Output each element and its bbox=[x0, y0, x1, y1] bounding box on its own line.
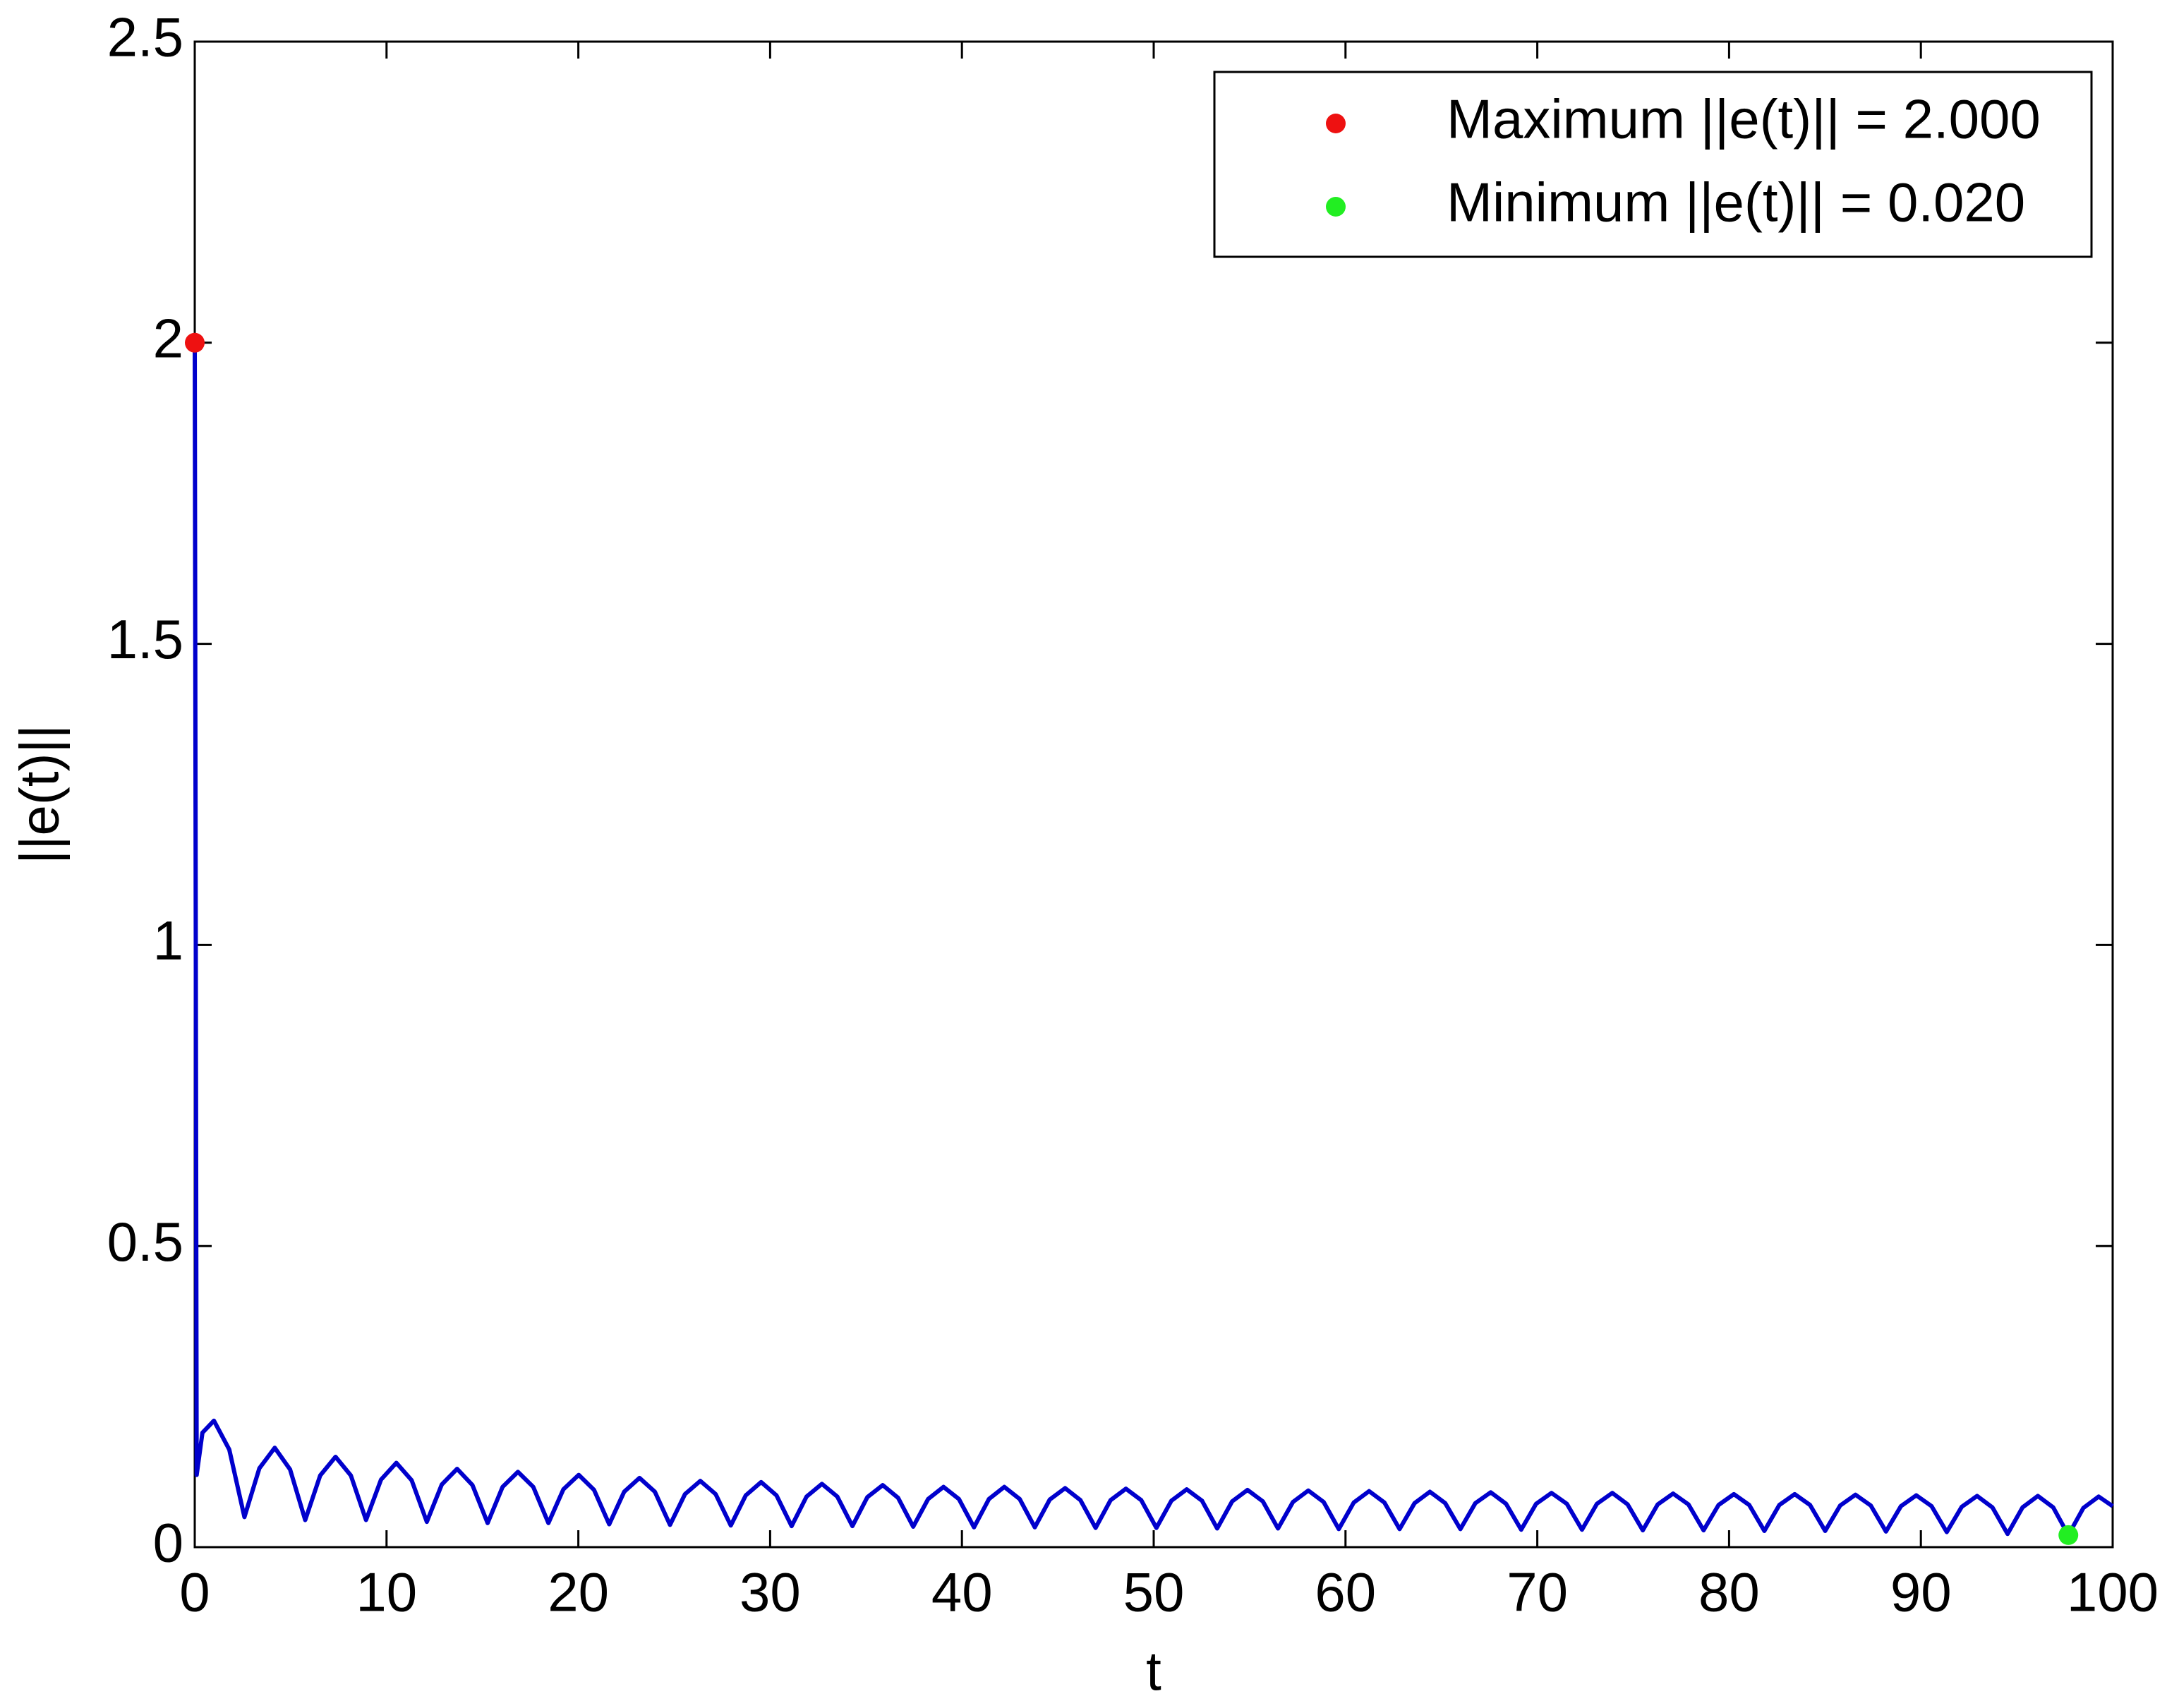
x-tick-label: 10 bbox=[356, 1561, 417, 1623]
legend-marker bbox=[1326, 197, 1346, 217]
x-tick-label: 70 bbox=[1507, 1561, 1568, 1623]
y-tick-label: 2 bbox=[153, 307, 183, 369]
legend-marker bbox=[1326, 114, 1346, 133]
y-tick-label: 2.5 bbox=[107, 6, 183, 68]
x-tick-label: 80 bbox=[1698, 1561, 1760, 1623]
y-axis-label: ||e(t)|| bbox=[8, 725, 71, 864]
x-tick-label: 90 bbox=[1890, 1561, 1952, 1623]
legend-label: Maximum ||e(t)|| = 2.000 bbox=[1447, 88, 2041, 150]
x-axis-label: t bbox=[1146, 1640, 1161, 1702]
x-tick-label: 60 bbox=[1315, 1561, 1376, 1623]
plot-area bbox=[193, 40, 2114, 1549]
x-tick-label: 40 bbox=[931, 1561, 993, 1623]
data-line bbox=[193, 342, 2114, 1537]
x-tick-label: 50 bbox=[1123, 1561, 1185, 1623]
x-tick-label: 0 bbox=[179, 1561, 210, 1623]
legend-label: Minimum ||e(t)|| = 0.020 bbox=[1447, 171, 2025, 234]
x-tick-label: 30 bbox=[740, 1561, 801, 1623]
y-tick-label: 0 bbox=[153, 1512, 183, 1574]
data-marker bbox=[185, 332, 205, 353]
y-tick-label: 1 bbox=[153, 909, 183, 971]
data-marker bbox=[2058, 1525, 2079, 1545]
x-tick-label: 20 bbox=[548, 1561, 609, 1623]
y-tick-label: 0.5 bbox=[107, 1211, 183, 1273]
legend-box bbox=[1213, 71, 2093, 258]
x-tick-label: 100 bbox=[2067, 1561, 2159, 1623]
y-tick-label: 1.5 bbox=[107, 608, 183, 670]
